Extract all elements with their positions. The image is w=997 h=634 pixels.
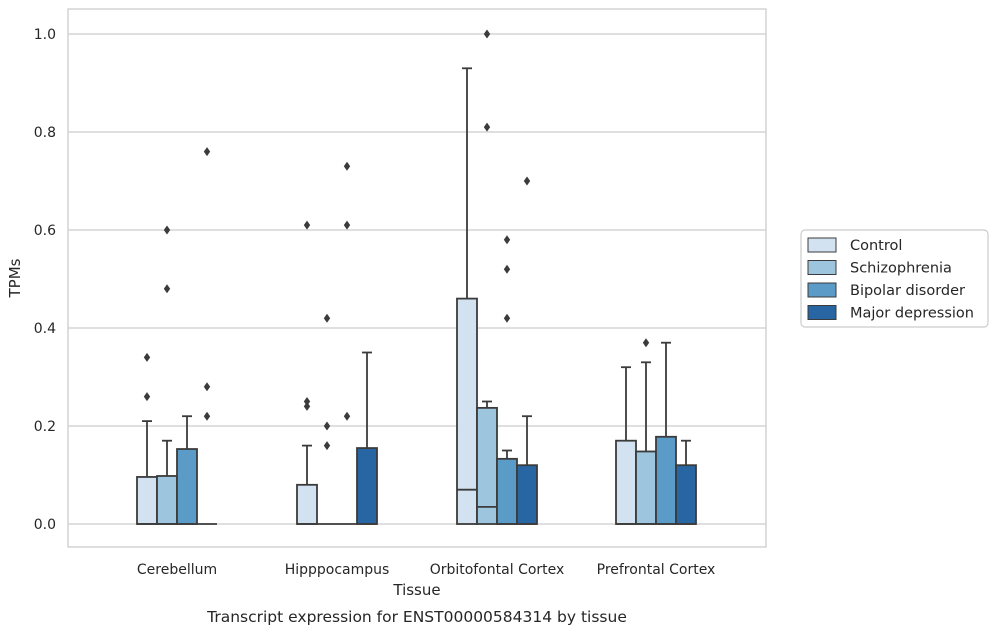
outlier-point: [503, 235, 511, 245]
legend-label: Major depression: [850, 306, 974, 322]
legend-label: Control: [850, 238, 902, 254]
outlier-point: [323, 441, 331, 451]
box-rect: [655, 435, 677, 525]
x-tick-label: Orbitofontal Cortex: [430, 562, 565, 578]
outlier-point: [203, 382, 211, 392]
legend-label: Bipolar disorder: [850, 283, 965, 299]
box-rect: [516, 464, 538, 525]
legend-item: Bipolar disorder: [807, 282, 965, 299]
legend-frame: [800, 229, 989, 328]
x-axis-label: Tissue: [392, 581, 440, 599]
chart-caption: Transcript expression for ENST0000058431…: [206, 608, 627, 626]
outlier-point: [303, 397, 311, 406]
x-axis-ticks: Cerebellum Hipppocampus Orbitofontal Corte…: [137, 562, 715, 578]
y-tick-label: 0.6: [34, 223, 56, 239]
box-rect: [136, 476, 158, 525]
x-tick-label: Hipppocampus: [285, 562, 390, 578]
y-tick-label: 0.2: [34, 419, 56, 435]
box-control: [296, 220, 318, 525]
box-major-depression: [516, 176, 538, 525]
y-axis-label: TPMs: [6, 258, 24, 298]
outlier-point: [523, 176, 531, 186]
legend-swatch: [807, 237, 837, 253]
outlier-point: [503, 264, 511, 274]
box-bipolar-disorder: [496, 235, 518, 525]
legend-item: Control: [807, 237, 902, 254]
outlier-point: [343, 161, 351, 171]
legend-swatch: [807, 305, 837, 320]
x-tick-label: Cerebellum: [137, 562, 217, 578]
box-bipolar-disorder: [337, 161, 357, 525]
box-rect: [615, 439, 637, 525]
outlier-point: [203, 411, 211, 421]
legend: Control Schizophrenia Bipolar disorder Majo…: [800, 229, 989, 328]
outlier-point: [343, 411, 351, 421]
legend-swatch: [807, 260, 837, 275]
outlier-point: [143, 352, 151, 362]
outlier-point: [483, 29, 491, 39]
box-schizophrenia: [156, 225, 178, 525]
y-tick-label: 0.4: [34, 321, 56, 337]
outlier-point: [642, 338, 650, 348]
legend-label: Schizophrenia: [850, 261, 952, 277]
box-bipolar-disorder: [176, 415, 198, 525]
box-schizophrenia: [317, 313, 337, 525]
y-axis-ticks: 0.0 0.2 0.4 0.6 0.8 1.0: [34, 27, 56, 533]
box-major-depression: [675, 439, 697, 525]
outlier-point: [323, 421, 331, 431]
box-rect: [176, 448, 198, 525]
legend-item: Schizophrenia: [807, 260, 952, 277]
legend-item: Major depression: [807, 305, 974, 322]
box-rect: [635, 450, 657, 525]
x-tick-label: Prefrontal Cortex: [597, 562, 716, 578]
y-tick-label: 0.8: [34, 125, 56, 141]
outlier-point: [483, 122, 491, 132]
outlier-point: [163, 284, 171, 294]
box-rect: [296, 483, 318, 525]
outlier-point: [143, 392, 151, 402]
box-rect: [675, 464, 697, 525]
box-major-depression: [356, 351, 378, 525]
legend-swatch: [807, 282, 837, 298]
outlier-point: [323, 313, 331, 323]
outlier-point: [503, 313, 511, 323]
outlier-point: [303, 401, 311, 411]
y-tick-label: 1.0: [34, 27, 56, 43]
y-tick-label: 0.0: [34, 517, 56, 533]
outlier-point: [163, 225, 171, 235]
box-rect: [156, 475, 178, 525]
outlier-point: [203, 147, 211, 157]
outlier-point: [303, 220, 311, 230]
outlier-point: [343, 220, 351, 230]
box-series: [136, 29, 697, 525]
box-major-depression: [197, 147, 217, 525]
box-rect: [496, 457, 518, 525]
box-rect: [356, 447, 378, 525]
